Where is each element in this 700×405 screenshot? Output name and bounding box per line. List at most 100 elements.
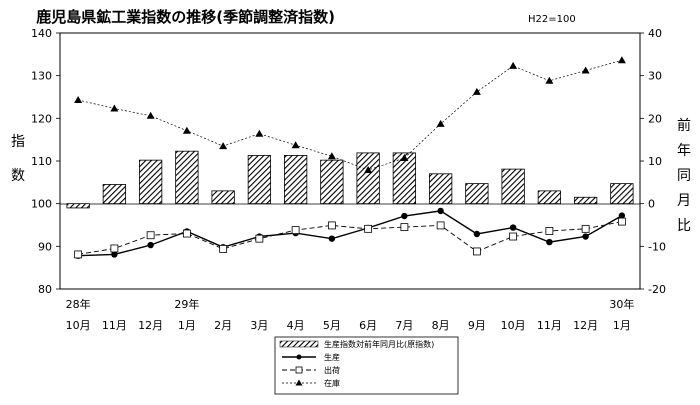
shipment-point bbox=[74, 250, 83, 259]
production-point bbox=[111, 251, 118, 258]
legend-marker-inventory bbox=[295, 379, 303, 386]
bar bbox=[428, 173, 453, 205]
x-tick-label: 9月 bbox=[468, 319, 486, 332]
right-axis-label-char: 月 bbox=[677, 193, 691, 209]
shipment-point bbox=[617, 217, 626, 226]
bar bbox=[211, 190, 235, 205]
x-tick-label: 10月 bbox=[501, 319, 526, 332]
left-tick-label: 120 bbox=[31, 112, 52, 125]
bar bbox=[465, 183, 489, 205]
left-tick-label: 130 bbox=[31, 70, 52, 83]
legend-label-shipment: 出荷 bbox=[324, 365, 340, 375]
right-tick-label: 0 bbox=[648, 198, 655, 211]
legend-swatch-bar bbox=[279, 340, 319, 348]
left-tick-label: 110 bbox=[31, 155, 52, 168]
production-point bbox=[328, 235, 336, 242]
year-label: 29年 bbox=[174, 297, 199, 311]
line-series bbox=[74, 56, 626, 259]
chart-subtitle: H22=100 bbox=[528, 14, 576, 25]
x-tick-label: 12月 bbox=[573, 319, 598, 332]
legend-marker-shipment bbox=[295, 366, 303, 374]
inventory-point bbox=[581, 66, 590, 74]
right-tick-label: -20 bbox=[648, 283, 666, 296]
inventory-point bbox=[255, 129, 264, 137]
left-y-axis: 80 90 100 110 120 130 140 bbox=[31, 27, 60, 296]
x-tick-label: 11月 bbox=[537, 319, 562, 332]
shipment-point bbox=[581, 224, 590, 233]
right-y-axis: -20 -10 0 10 20 30 40 bbox=[640, 27, 666, 296]
production-point bbox=[473, 230, 481, 238]
right-axis-label: 前年同月比 bbox=[677, 117, 691, 234]
x-tick-label: 7月 bbox=[395, 319, 413, 332]
bar bbox=[247, 155, 272, 205]
shipment-point bbox=[364, 224, 373, 233]
bar bbox=[610, 183, 634, 205]
left-tick-label: 90 bbox=[38, 240, 52, 253]
x-tick-label: 12月 bbox=[138, 319, 163, 332]
inventory-point bbox=[509, 61, 518, 69]
inventory-point bbox=[219, 142, 228, 150]
right-tick-label: 20 bbox=[648, 112, 662, 125]
x-tick-label: 4月 bbox=[287, 319, 305, 332]
x-tick-label: 1月 bbox=[613, 319, 631, 332]
inventory-point bbox=[436, 119, 445, 127]
right-tick-label: 10 bbox=[648, 155, 662, 168]
year-label: 30年 bbox=[609, 297, 634, 311]
bar bbox=[175, 150, 199, 205]
production-point bbox=[582, 233, 589, 240]
right-axis-label-char: 同 bbox=[677, 168, 691, 184]
bar bbox=[537, 190, 562, 205]
bar bbox=[356, 152, 380, 205]
x-tick-label: 10月 bbox=[66, 319, 91, 332]
left-axis-label-char: 数 bbox=[11, 168, 25, 184]
production-point bbox=[437, 207, 444, 215]
bar bbox=[392, 152, 417, 205]
production-point bbox=[546, 238, 553, 246]
bar-series bbox=[66, 150, 634, 209]
bar bbox=[66, 203, 90, 209]
inventory-point bbox=[364, 165, 373, 173]
shipment-point bbox=[400, 223, 409, 232]
bar bbox=[102, 184, 127, 205]
chart-title: 鹿児島県鉱工業指数の推移(季節調整済指数) bbox=[36, 8, 335, 26]
right-axis-label-char: 前 bbox=[677, 117, 691, 134]
bar bbox=[501, 168, 525, 205]
left-tick-label: 140 bbox=[31, 27, 52, 40]
shipment-point bbox=[509, 232, 518, 241]
shipment-point bbox=[110, 244, 119, 253]
right-tick-label: -10 bbox=[648, 240, 666, 253]
bar bbox=[138, 159, 163, 205]
inventory-point bbox=[110, 104, 119, 112]
series-line-triangle bbox=[78, 59, 622, 171]
x-tick-label: 3月 bbox=[250, 319, 268, 332]
left-axis-label: 指数 bbox=[11, 134, 25, 184]
right-tick-label: 40 bbox=[648, 27, 662, 40]
bar bbox=[573, 196, 598, 205]
x-tick-label: 11月 bbox=[102, 319, 127, 332]
inventory-point bbox=[472, 87, 481, 95]
production-point bbox=[509, 224, 517, 231]
shipment-point bbox=[255, 234, 264, 243]
legend: 生産指数対前年同月比(原指数) 生産 出荷 在庫 bbox=[274, 336, 459, 395]
shipment-point bbox=[472, 247, 481, 256]
shipment-point bbox=[327, 221, 336, 230]
production-point bbox=[147, 241, 154, 249]
legend-marker-production bbox=[296, 354, 302, 360]
bar bbox=[320, 159, 344, 205]
right-tick-label: 30 bbox=[648, 70, 662, 83]
x-tick-label: 8月 bbox=[432, 319, 450, 332]
inventory-point bbox=[327, 152, 336, 160]
x-axis: 10月 11月 12月 1月 2月 3月 4月 5月 6月 7月 8月 9月 10月 11月 12月 1月 28… bbox=[66, 297, 635, 332]
left-axis-label-char: 指 bbox=[11, 134, 25, 150]
year-label: 28年 bbox=[66, 297, 91, 311]
right-axis-label-char: 年 bbox=[677, 143, 691, 159]
inventory-point bbox=[545, 76, 554, 84]
series-line-circle bbox=[78, 210, 623, 257]
x-tick-label: 5月 bbox=[323, 319, 341, 332]
inventory-point bbox=[617, 56, 626, 64]
x-tick-label: 2月 bbox=[214, 319, 232, 332]
shipment-point bbox=[545, 227, 554, 235]
bar bbox=[283, 155, 308, 205]
inventory-point bbox=[74, 95, 83, 103]
left-tick-label: 100 bbox=[31, 198, 52, 211]
